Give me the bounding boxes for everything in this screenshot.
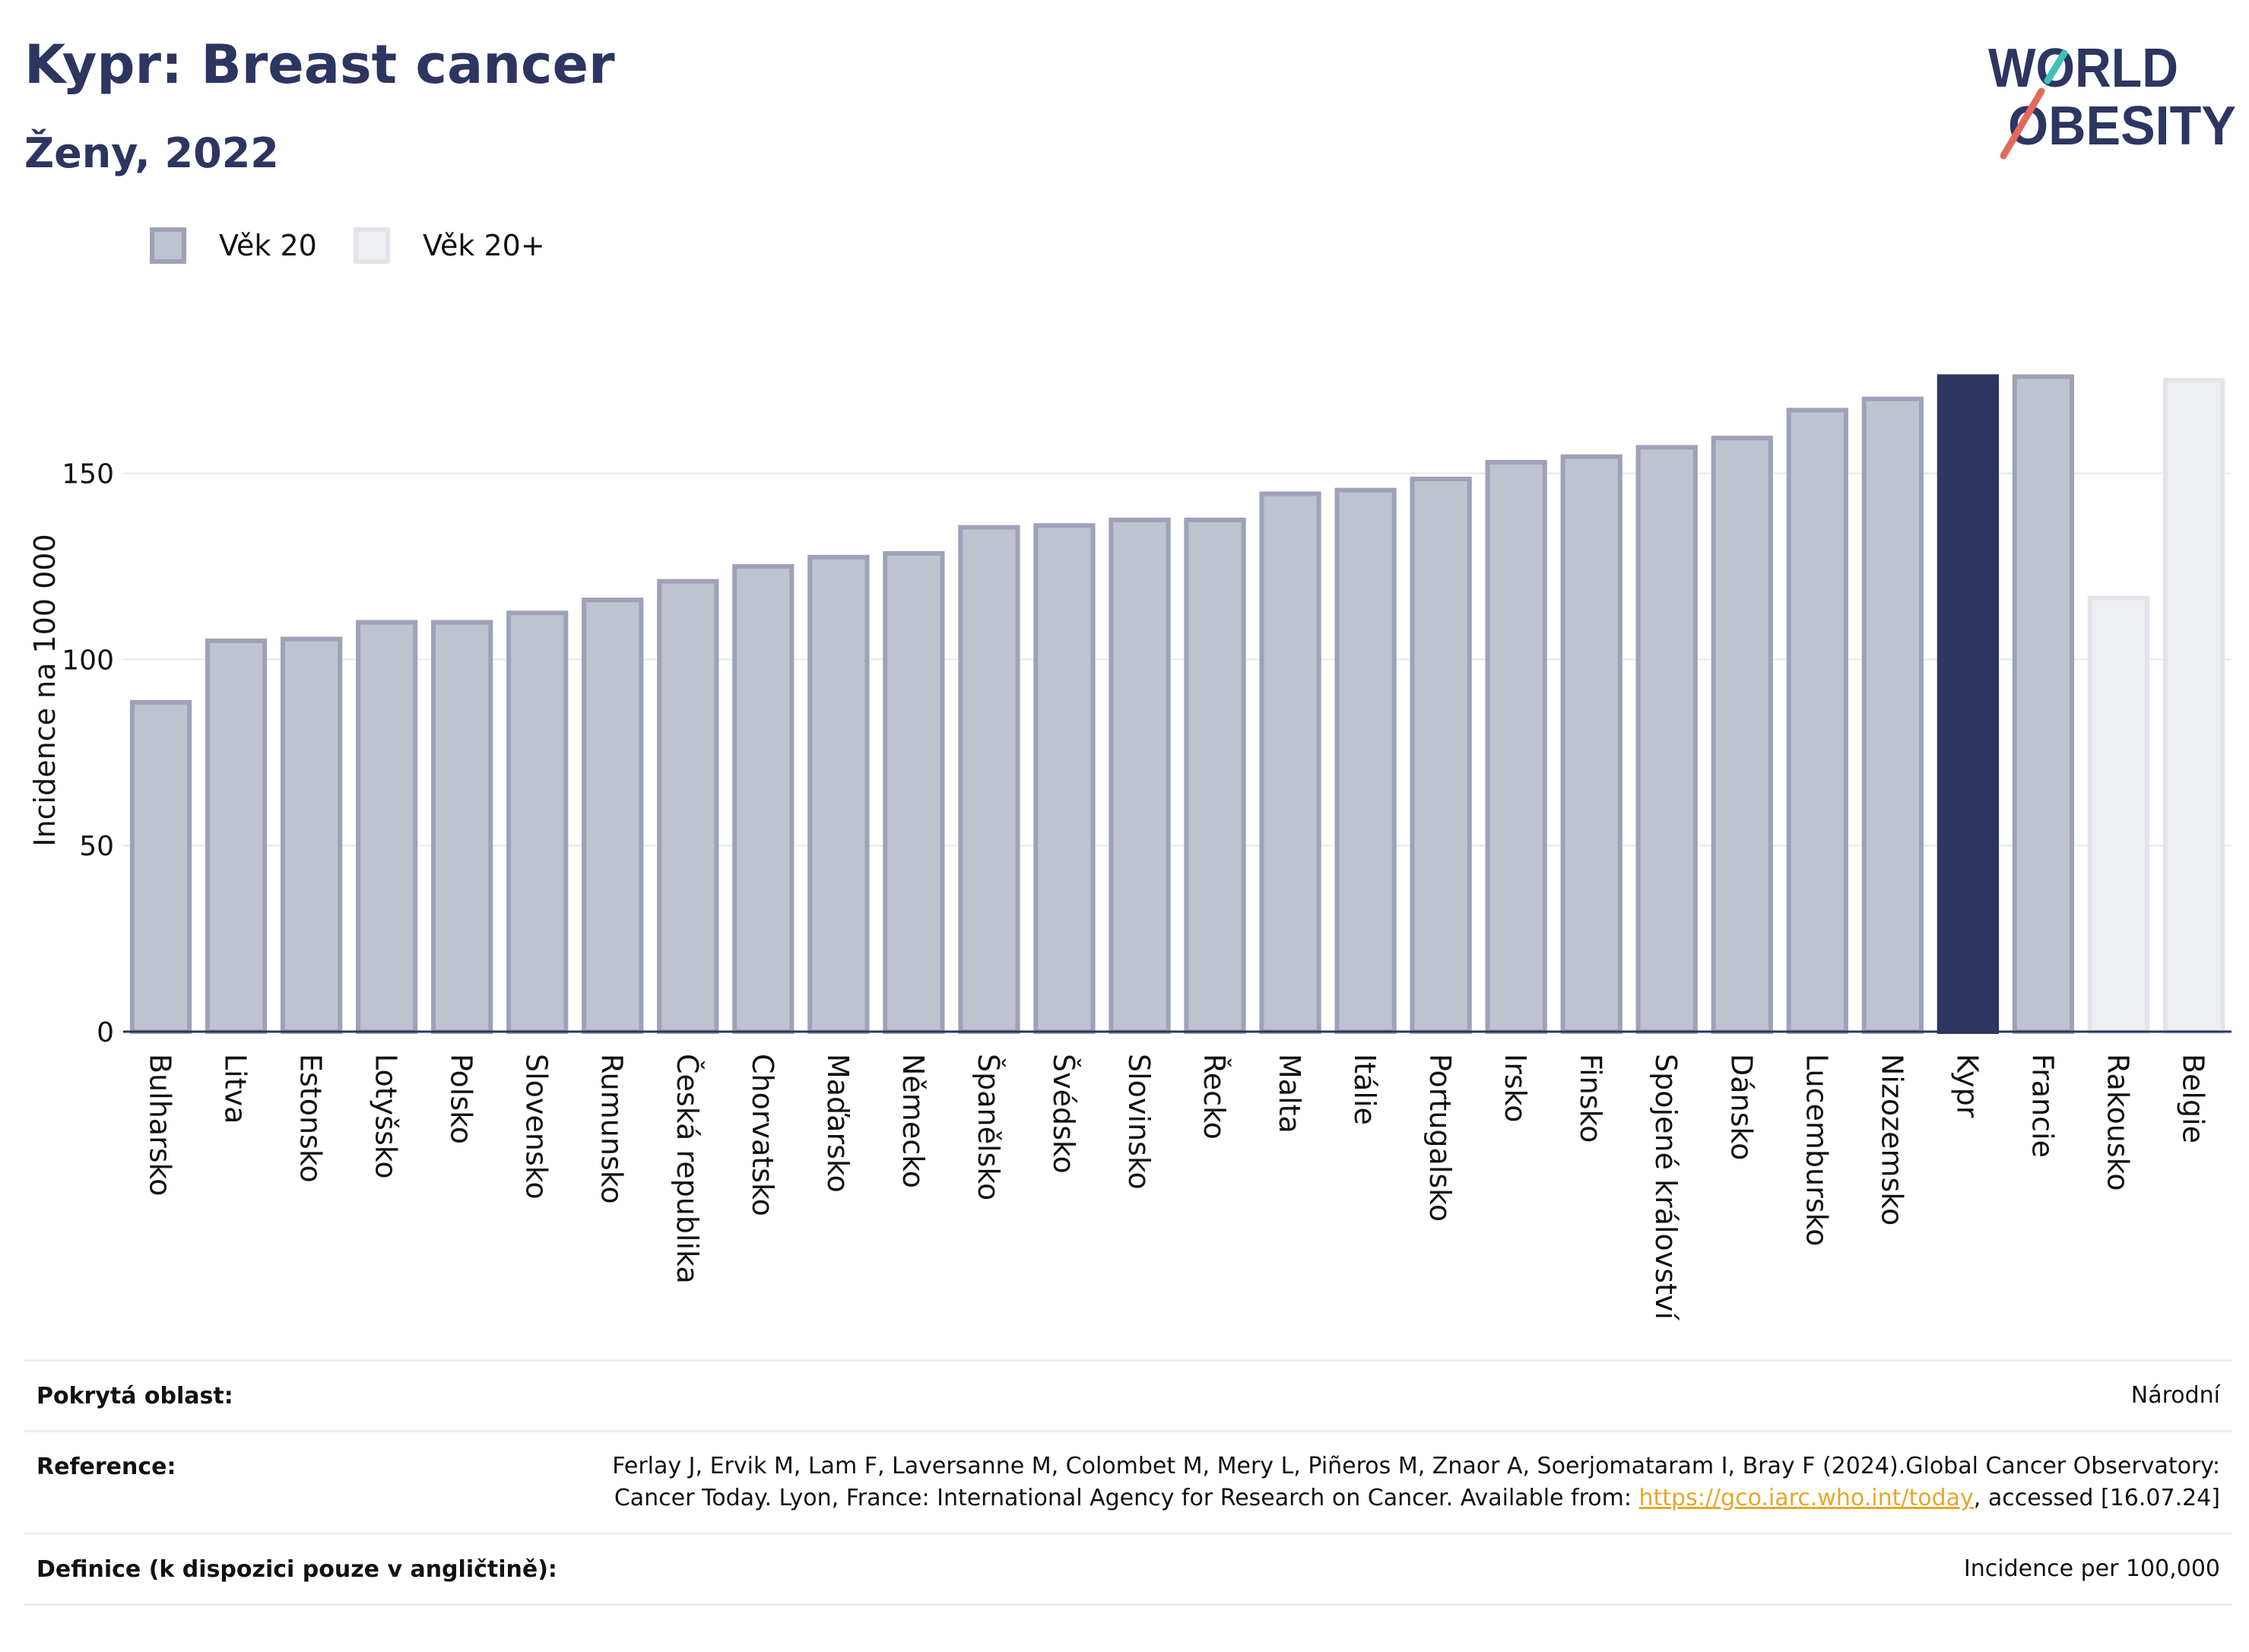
x-tick-label: Rakousko — [2101, 1054, 2134, 1191]
y-axis-ticks: 0 50 100 150 — [62, 459, 114, 1048]
bar-Malta — [1259, 491, 1321, 1034]
x-tick-label: Slovensko — [520, 1054, 554, 1200]
reference-link[interactable]: https://gco.iarc.who.int/today — [1638, 1485, 1974, 1511]
bar-Polsko — [431, 620, 493, 1034]
x-tick-label: Spojené království — [1649, 1054, 1683, 1321]
info-row-definition: Definice (k dispozici pouze v angličtině… — [24, 1533, 2232, 1606]
y-tick-label: 0 — [97, 1017, 114, 1048]
bar-Lotyšsko — [355, 620, 418, 1034]
x-tick-label: Itálie — [1348, 1054, 1381, 1125]
x-tick-label: Estonsko — [294, 1054, 328, 1183]
info-table: Pokrytá oblast: Národní Reference: Ferla… — [24, 1359, 2232, 1606]
bar-Portugalsko — [1410, 477, 1472, 1034]
bar-Spojené království — [1635, 445, 1698, 1034]
x-tick-label: Česká republika — [671, 1054, 704, 1284]
legend-label: Věk 20 — [219, 229, 317, 262]
bar-chart: Věk 20 Věk 20+ 0 50 100 150 Bulharsko Litva Es… — [28, 227, 2232, 1321]
x-tick-label: Malta — [1273, 1054, 1306, 1134]
bar-Švédsko — [1033, 523, 1096, 1034]
bar-Nizozemsko — [1861, 396, 1924, 1034]
x-tick-label: Kypr — [1950, 1054, 1984, 1118]
bar-Německo — [883, 550, 945, 1034]
x-tick-label: Polsko — [445, 1054, 478, 1144]
y-axis-label: Incidence na 100 000 — [28, 534, 62, 846]
bar-Španělsko — [958, 525, 1020, 1034]
bar-Bulharsko — [129, 699, 192, 1034]
svg-text:OBESITY: OBESITY — [2008, 96, 2236, 157]
bar-Slovinsko — [1109, 517, 1171, 1034]
x-tick-label: Lotyšsko — [370, 1054, 403, 1179]
bar-Rumunsko — [582, 598, 644, 1034]
bar-Dánsko — [1711, 436, 1773, 1034]
bar-Francie — [2012, 374, 2075, 1035]
bar-Řecko — [1184, 517, 1246, 1034]
x-axis-labels: Bulharsko Litva Estonsko Lotyšsko Polsko Slov… — [144, 1054, 2210, 1321]
coverage-label: Pokrytá oblast: — [36, 1383, 233, 1409]
chart-bars — [129, 374, 2225, 1035]
bar-Irsko — [1485, 459, 1547, 1034]
page-title: Kypr: Breast cancer — [24, 33, 615, 96]
reference-value: Ferlay J, Ervik M, Lam F, Laversanne M, … — [585, 1451, 2232, 1514]
reference-label: Reference: — [36, 1454, 176, 1480]
bar-Itálie — [1334, 487, 1397, 1034]
bar-Kypr — [1937, 374, 2000, 1035]
info-row-coverage: Pokrytá oblast: Národní — [24, 1359, 2232, 1430]
x-tick-label: Finsko — [1574, 1054, 1607, 1143]
x-tick-label: Lucembursko — [1800, 1054, 1833, 1246]
y-tick-label: 150 — [62, 459, 114, 490]
x-tick-label: Slovinsko — [1122, 1054, 1156, 1190]
x-tick-label: Dánsko — [1724, 1054, 1758, 1160]
bar-Lucembursko — [1786, 407, 1848, 1034]
bar-Belgie — [2162, 378, 2225, 1034]
x-tick-label: Rumunsko — [595, 1054, 629, 1204]
bar-Litva — [205, 638, 268, 1034]
y-tick-label: 100 — [62, 645, 114, 676]
bar-Slovensko — [506, 610, 569, 1034]
x-tick-label: Řecko — [1197, 1054, 1231, 1140]
definition-label: Definice (k dispozici pouze v angličtině… — [36, 1556, 557, 1583]
bar-Česká republika — [657, 579, 719, 1034]
page-subtitle: Ženy, 2022 — [24, 129, 279, 177]
bar-Estonsko — [280, 636, 343, 1034]
chart-legend: Věk 20 Věk 20+ — [150, 227, 545, 264]
x-tick-label: Irsko — [1499, 1054, 1532, 1123]
x-tick-label: Švédsko — [1047, 1054, 1080, 1174]
x-tick-label: Portugalsko — [1423, 1054, 1457, 1222]
reference-text: Ferlay J, Ervik M, Lam F, Laversanne M, … — [612, 1453, 2220, 1511]
bar-Chorvatsko — [732, 564, 795, 1034]
x-tick-label: Nizozemsko — [1875, 1054, 1908, 1226]
bar-Finsko — [1560, 454, 1623, 1034]
definition-value: Incidence per 100,000 — [1963, 1555, 2220, 1582]
reference-accessed: , accessed [16.07.24] — [1973, 1485, 2220, 1511]
bar-Maďarsko — [807, 554, 870, 1034]
coverage-value: Národní — [2130, 1382, 2220, 1409]
legend-label: Věk 20+ — [423, 229, 545, 262]
x-tick-label: Španělsko — [972, 1054, 1005, 1200]
x-tick-label: Bulharsko — [144, 1054, 177, 1196]
info-row-reference: Reference: Ferlay J, Ervik M, Lam F, Lav… — [24, 1430, 2232, 1533]
x-tick-label: Maďarsko — [821, 1054, 855, 1193]
world-obesity-logo: WORLD OBESITY — [1988, 38, 2236, 160]
x-tick-label: Belgie — [2176, 1054, 2209, 1143]
svg-text:WORLD: WORLD — [1988, 38, 2178, 99]
y-tick-label: 50 — [79, 831, 114, 862]
x-tick-label: Litva — [219, 1054, 252, 1124]
bar-Rakousko — [2087, 595, 2150, 1034]
legend-swatch — [354, 227, 390, 264]
legend-swatch — [150, 227, 186, 264]
x-tick-label: Chorvatsko — [746, 1054, 779, 1216]
x-tick-label: Francie — [2025, 1054, 2059, 1158]
x-tick-label: Německo — [896, 1054, 930, 1188]
